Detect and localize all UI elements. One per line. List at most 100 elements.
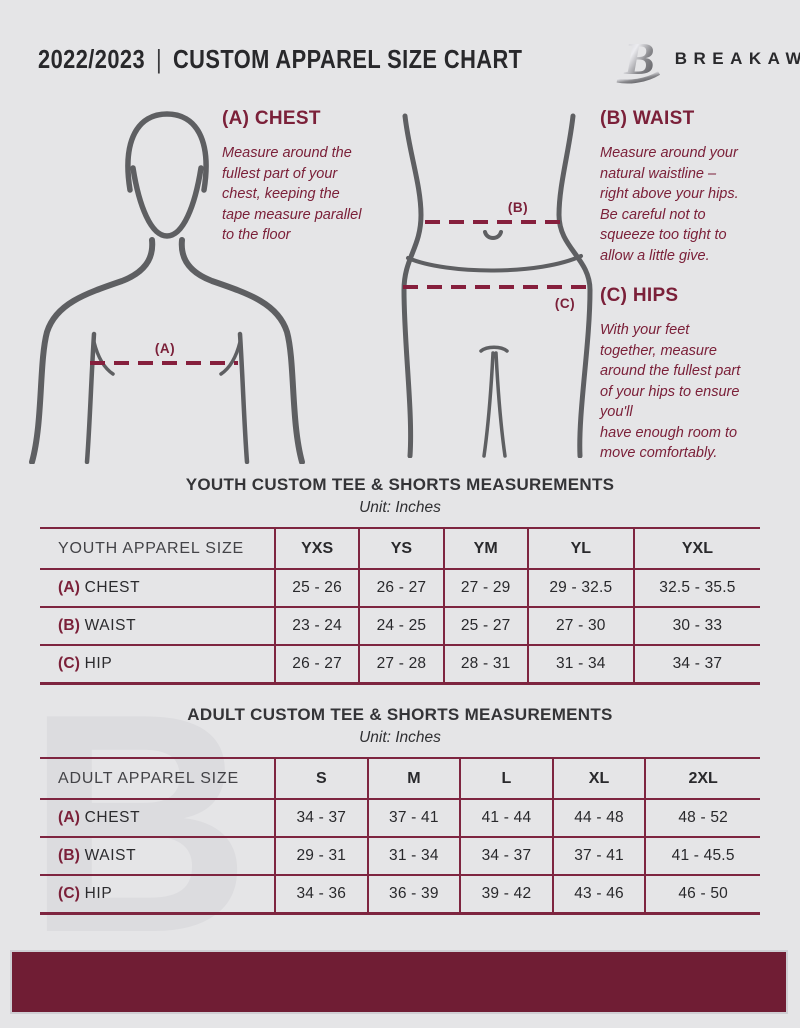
row-label: WAIST	[84, 617, 137, 634]
size-cell: 31 - 34	[366, 837, 461, 876]
youth-section-heading: YOUTH CUSTOM TEE & SHORTS MEASUREMENTS U…	[0, 475, 800, 517]
row-label: CHEST	[84, 809, 141, 826]
row-key: (B)	[58, 617, 81, 634]
adult-chest-row: (A) CHEST 34 - 37 37 - 41 41 - 44 44 - 4…	[40, 799, 760, 838]
chest-marker-label: (A)	[155, 341, 175, 356]
adult-section-heading: ADULT CUSTOM TEE & SHORTS MEASUREMENTS U…	[0, 705, 800, 747]
size-column-m: M	[366, 758, 461, 800]
youth-hip-row: (C) HIP 26 - 27 27 - 28 28 - 31 31 - 34 …	[40, 645, 760, 685]
size-cell: 43 - 46	[551, 875, 646, 915]
adult-size-column-header: ADULT APPAREL SIZE	[40, 758, 275, 800]
size-cell: 32.5 - 35.5	[632, 569, 760, 608]
youth-size-column-header: YOUTH APPAREL SIZE	[40, 528, 275, 570]
row-key: (A)	[58, 579, 81, 596]
row-header: (A) CHEST	[40, 799, 275, 838]
torso-figure: (A)	[29, 111, 305, 464]
size-cell: 39 - 42	[459, 875, 553, 915]
adult-table-title: ADULT CUSTOM TEE & SHORTS MEASUREMENTS	[187, 705, 613, 724]
title-separator: |	[155, 43, 163, 74]
size-cell: 34 - 37	[459, 837, 553, 876]
brand-lockup: B BREAKAWAY	[615, 33, 800, 85]
size-column-yxs: YXS	[273, 528, 360, 570]
row-label: CHEST	[84, 579, 141, 596]
size-column-yxl: YXL	[632, 528, 760, 570]
figure-hipband-line	[406, 254, 583, 273]
size-cell: 28 - 31	[442, 645, 528, 685]
figure-right-inner-leg-line	[494, 351, 507, 458]
youth-table-unit: Unit: Inches	[359, 499, 441, 516]
masthead: 2022/2023 | CUSTOM APPAREL SIZE CHART B BR…	[38, 33, 800, 84]
size-cell: 23 - 24	[273, 607, 360, 646]
row-header: (B) WAIST	[40, 607, 275, 646]
row-key: (C)	[58, 884, 81, 902]
figure-right-body-line	[556, 113, 593, 458]
size-cell: 41 - 44	[459, 799, 553, 838]
chest-guide-heading: (A) CHEST	[222, 108, 321, 129]
size-cell: 44 - 48	[551, 799, 646, 838]
size-cell: 27 - 28	[358, 645, 444, 685]
size-column-2xl: 2XL	[644, 758, 760, 800]
figure-left-inner-leg-line	[482, 351, 495, 458]
size-column-l: L	[459, 758, 553, 800]
figure-left-armpit-line	[92, 340, 115, 376]
page-title: 2022/2023 | CUSTOM APPAREL SIZE CHART	[38, 44, 522, 75]
waist-marker-label: (B)	[508, 200, 528, 215]
size-cell: 34 - 36	[274, 875, 368, 915]
size-cell: 27 - 30	[526, 607, 634, 646]
waist-guide-block: (B) WAIST Measure around your natural wa…	[600, 108, 795, 266]
hips-figure: (B) (C)	[401, 113, 593, 458]
title-year: 2022/2023	[38, 43, 146, 74]
row-label: HIP	[84, 654, 113, 672]
hips-guide-block: (C) HIPS With your feet together, measur…	[600, 285, 798, 464]
row-header: (C) HIP	[40, 645, 275, 685]
breakaway-logo-icon: B	[616, 33, 660, 84]
waist-guide-description: Measure around your natural waistline – …	[600, 145, 739, 264]
size-cell: 30 - 33	[632, 607, 760, 646]
size-cell: 41 - 45.5	[644, 837, 760, 876]
figure-right-arm-line	[237, 331, 250, 464]
youth-size-table: YOUTH APPAREL SIZE YXS YS YM YL YXL (A) …	[40, 527, 760, 685]
youth-table-title: YOUTH CUSTOM TEE & SHORTS MEASUREMENTS	[185, 475, 615, 494]
row-label: HIP	[84, 884, 113, 902]
row-key: (A)	[58, 809, 81, 826]
size-cell: 48 - 52	[644, 799, 760, 838]
size-cell: 31 - 34	[526, 645, 634, 685]
waist-guide-heading: (B) WAIST	[600, 108, 695, 129]
size-column-yl: YL	[526, 528, 634, 570]
size-cell: 46 - 50	[644, 875, 760, 915]
hips-marker-label: (C)	[555, 296, 575, 311]
brand-name: BREAKAWAY	[674, 49, 800, 68]
figure-navel-line	[483, 230, 503, 240]
figure-jaw-line	[130, 165, 204, 239]
size-column-ym: YM	[442, 528, 528, 570]
figure-right-shoulder-line	[178, 237, 305, 464]
size-cell: 25 - 27	[442, 607, 528, 646]
row-key: (C)	[58, 654, 81, 672]
size-cell: 34 - 37	[274, 799, 368, 838]
size-column-xl: XL	[551, 758, 646, 800]
svg-text:B: B	[623, 33, 655, 84]
figure-left-shoulder-line	[29, 237, 156, 464]
size-cell: 37 - 41	[551, 837, 646, 876]
size-column-ys: YS	[358, 528, 444, 570]
size-cell: 27 - 29	[442, 569, 528, 608]
youth-header-row: YOUTH APPAREL SIZE YXS YS YM YL YXL	[40, 528, 760, 570]
hips-guide-heading: (C) HIPS	[600, 285, 679, 306]
row-header: (C) HIP	[40, 875, 275, 915]
size-cell: 36 - 39	[366, 875, 461, 915]
size-cell: 24 - 25	[358, 607, 444, 646]
row-header: (B) WAIST	[40, 837, 275, 876]
adult-table-unit: Unit: Inches	[359, 729, 441, 746]
size-cell: 26 - 27	[273, 645, 360, 685]
row-key: (B)	[58, 847, 81, 864]
row-label: WAIST	[84, 847, 137, 864]
adult-header-row: ADULT APPAREL SIZE S M L XL 2XL	[40, 758, 760, 800]
youth-waist-row: (B) WAIST 23 - 24 24 - 25 25 - 27 27 - 3…	[40, 607, 760, 646]
adult-size-table: ADULT APPAREL SIZE S M L XL 2XL (A) CHES…	[40, 757, 760, 915]
hips-guide-description: With your feet together, measure around …	[600, 322, 741, 461]
adult-hip-row: (C) HIP 34 - 36 36 - 39 39 - 42 43 - 46 …	[40, 875, 760, 915]
figure-left-arm-line	[84, 331, 97, 464]
youth-chest-row: (A) CHEST 25 - 26 26 - 27 27 - 29 29 - 3…	[40, 569, 760, 608]
figure-crotch-line	[479, 345, 509, 353]
